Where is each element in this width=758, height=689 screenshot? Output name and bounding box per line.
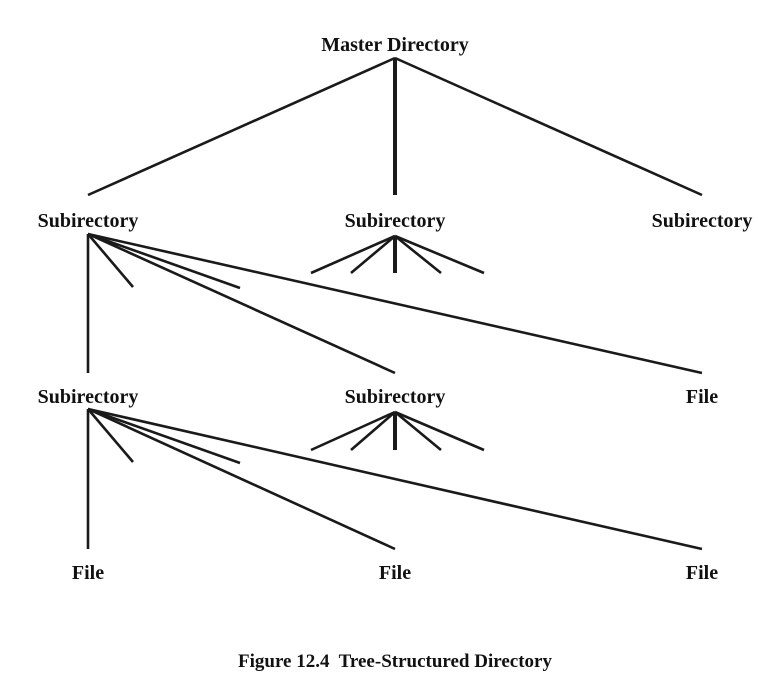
subdirectory-label-right: Subirectory bbox=[652, 210, 753, 232]
edge-master-to-sub-right bbox=[394, 56, 703, 197]
figure-caption: Figure 12.4 Tree-Structured Directory bbox=[238, 651, 552, 672]
edge-sub-center-stub-2 bbox=[350, 235, 396, 274]
edge-sub-left-child-to-file-bottom-right bbox=[87, 407, 703, 551]
edge-sub-left-child-stub-1 bbox=[87, 408, 134, 463]
edge-sub-left-child-to-file-bottom-center bbox=[87, 407, 396, 551]
edge-sub-center-stub-4 bbox=[394, 234, 442, 275]
file-label-bottom-right: File bbox=[686, 562, 718, 584]
subdirectory-label-center: Subirectory bbox=[345, 210, 446, 232]
subdirectory-label-level2-center: Subirectory bbox=[345, 386, 446, 408]
subdirectory-label-level2-left: Subirectory bbox=[38, 386, 139, 408]
edge-sub-left-mid-stub-4 bbox=[394, 410, 442, 452]
edge-sub-left-mid-stub-5 bbox=[394, 410, 485, 452]
sub-center-edges bbox=[310, 234, 485, 275]
edge-sub-left-mid-stub-1 bbox=[310, 410, 396, 452]
master-directory-label: Master Directory bbox=[321, 34, 469, 56]
sub-left-edges bbox=[86, 232, 703, 375]
sub-left-mid-edges bbox=[310, 410, 485, 452]
edge-sub-center-stub-5 bbox=[394, 234, 485, 275]
edge-sub-left-to-file bbox=[87, 232, 703, 375]
master-edges bbox=[87, 56, 703, 197]
edge-sub-left-stub-2 bbox=[87, 232, 241, 290]
edge-sub-left-mid-stub-2 bbox=[350, 411, 396, 451]
edge-sub-left-child-stub-2 bbox=[87, 407, 241, 465]
file-label-level2-right: File bbox=[686, 386, 718, 408]
edge-sub-left-stub-1 bbox=[87, 233, 134, 288]
file-label-bottom-center: File bbox=[379, 562, 411, 584]
file-label-bottom-left: File bbox=[72, 562, 104, 584]
sub-left-child-edges bbox=[86, 407, 703, 551]
edge-master-to-sub-left bbox=[87, 56, 396, 197]
edge-sub-left-to-sub-left-mid bbox=[87, 232, 396, 375]
subdirectory-label-left: Subirectory bbox=[38, 210, 139, 232]
edge-sub-center-stub-1 bbox=[310, 234, 396, 275]
